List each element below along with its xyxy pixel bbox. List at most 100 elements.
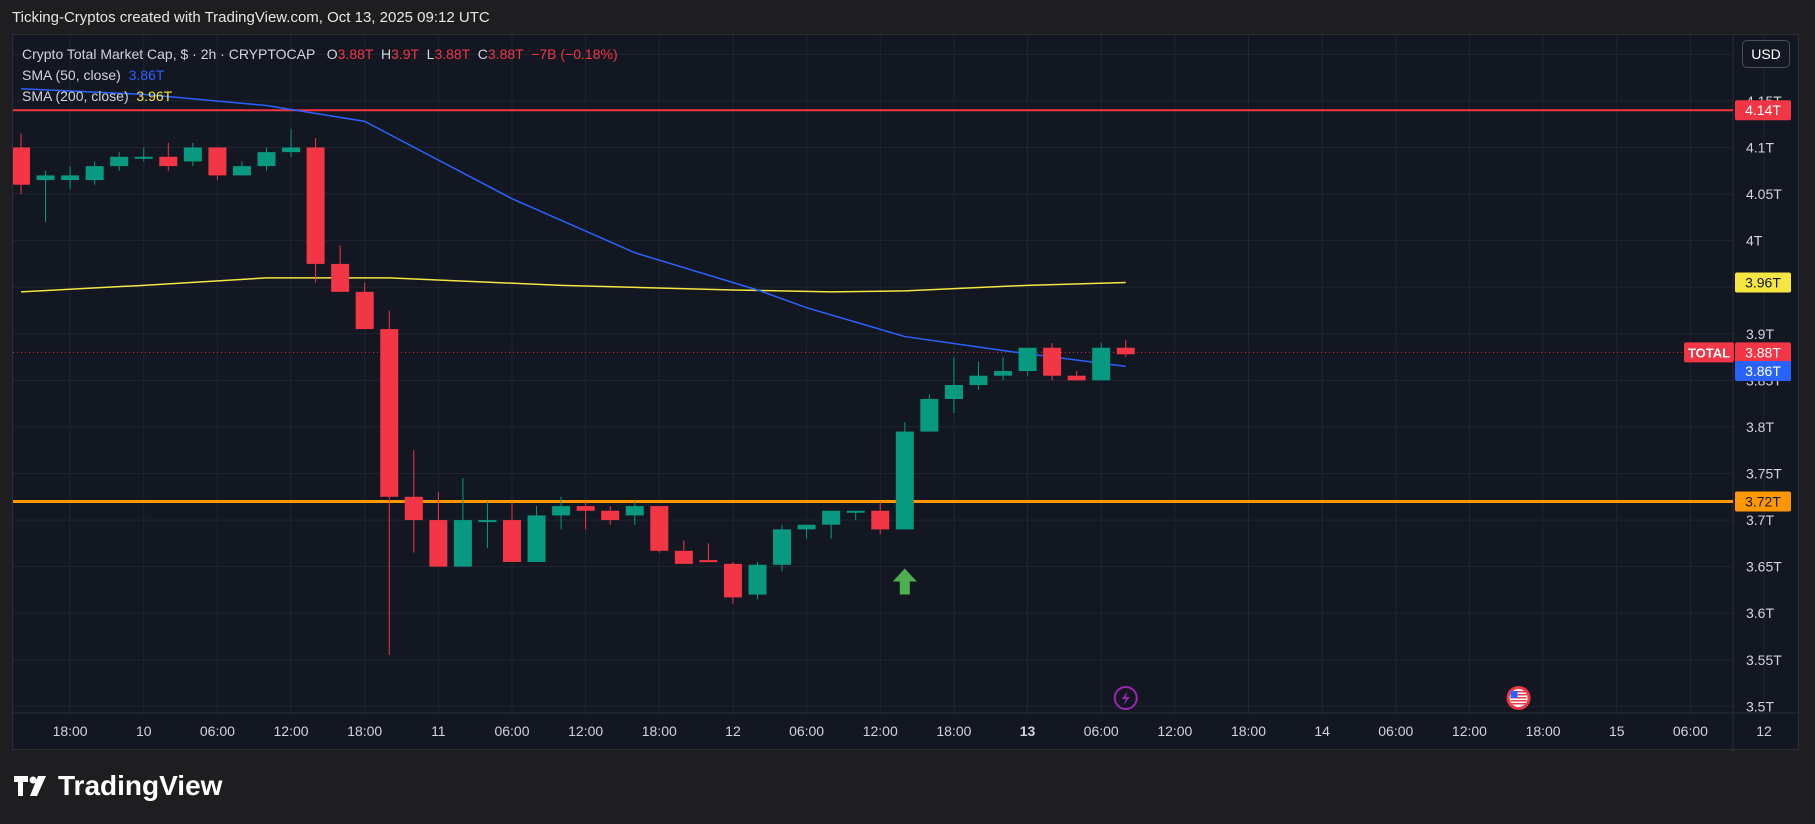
candle-body[interactable]: [478, 520, 497, 523]
change-value: −7B (−0.18%): [531, 46, 618, 62]
flag-canton: [1510, 691, 1518, 698]
y-tick-label: 3.5T: [1746, 698, 1774, 714]
x-tick-label: 12:00: [863, 723, 898, 739]
x-tick-label: 14: [1314, 723, 1330, 739]
candle-body[interactable]: [576, 506, 595, 511]
candle-body[interactable]: [822, 510, 841, 525]
candle-body[interactable]: [895, 431, 914, 530]
open-value: 3.88T: [337, 46, 374, 62]
x-tick-label: 06:00: [1673, 723, 1708, 739]
candle-body[interactable]: [773, 529, 792, 565]
sma200-label: SMA (200, close): [22, 88, 129, 104]
price-axis-label: [1735, 491, 1791, 512]
candle-body[interactable]: [797, 524, 816, 530]
flag-stripe: [1510, 694, 1527, 696]
x-tick-label: 12:00: [274, 723, 309, 739]
symbol-ohlc-row: Crypto Total Market Cap, $ · 2h · CRYPTO…: [22, 44, 618, 65]
y-tick-label: 3.8T: [1746, 419, 1774, 435]
candle-body[interactable]: [380, 329, 399, 497]
candle-body[interactable]: [61, 175, 80, 181]
candle-body[interactable]: [723, 563, 742, 598]
symbol-title[interactable]: Crypto Total Market Cap, $ · 2h · CRYPTO…: [22, 46, 316, 62]
candle-body[interactable]: [159, 156, 178, 167]
flag-stripe: [1510, 697, 1527, 699]
sma200-line[interactable]: [20, 277, 1126, 293]
candle-body[interactable]: [920, 398, 939, 432]
chart-legend: Crypto Total Market Cap, $ · 2h · CRYPTO…: [22, 44, 618, 107]
candle-body[interactable]: [625, 506, 644, 516]
candle-body[interactable]: [232, 166, 251, 176]
candle-body[interactable]: [650, 506, 669, 551]
y-tick-label: 3.55T: [1746, 652, 1782, 668]
sma50-label: SMA (50, close): [22, 67, 121, 83]
tradingview-logo-icon: [14, 776, 50, 796]
sma200-legend-row[interactable]: SMA (200, close) 3.96T: [22, 86, 618, 107]
x-tick-label: 12:00: [1452, 723, 1487, 739]
candle-body[interactable]: [969, 375, 988, 385]
candle-body[interactable]: [552, 506, 571, 516]
x-tick-label: 18:00: [1231, 723, 1266, 739]
candle-body[interactable]: [1043, 347, 1062, 376]
candle-body[interactable]: [453, 520, 472, 567]
tradingview-logo[interactable]: TradingView: [14, 770, 222, 802]
low-value: 3.88T: [434, 46, 470, 62]
candle-body[interactable]: [306, 147, 325, 264]
candle-body[interactable]: [601, 510, 620, 521]
sma50-legend-row[interactable]: SMA (50, close) 3.86T: [22, 65, 618, 86]
candle-body[interactable]: [1018, 347, 1037, 372]
currency-button[interactable]: USD: [1742, 40, 1790, 68]
x-tick-label: 06:00: [1378, 723, 1413, 739]
y-tick-label: 3.75T: [1746, 465, 1782, 481]
candle-body[interactable]: [944, 385, 963, 399]
flag-stripe: [1510, 700, 1527, 702]
candle-body[interactable]: [503, 520, 521, 562]
candle-body[interactable]: [846, 510, 865, 513]
candle-body[interactable]: [1067, 375, 1086, 381]
x-tick-label: 06:00: [1084, 723, 1119, 739]
candle-body[interactable]: [1116, 347, 1135, 355]
candle-body[interactable]: [674, 550, 693, 564]
candle-body[interactable]: [134, 156, 153, 159]
candlestick-chart[interactable]: 4.2T4.15T4.1T4.05T4T3.95T3.9T3.85T3.8T3.…: [13, 35, 1800, 751]
candle-body[interactable]: [282, 147, 301, 153]
y-tick-label: 3.6T: [1746, 605, 1774, 621]
chart-panel[interactable]: 4.2T4.15T4.1T4.05T4T3.95T3.9T3.85T3.8T3.…: [12, 34, 1800, 751]
candle-body[interactable]: [994, 371, 1012, 376]
x-tick-label: 18:00: [1526, 723, 1561, 739]
x-tick-label: 12: [1756, 723, 1772, 739]
candle-body[interactable]: [1092, 347, 1111, 381]
open-label: O: [326, 46, 338, 62]
price-axis-label: [1735, 100, 1791, 121]
up-arrow-annotation: [892, 568, 917, 595]
candle-body[interactable]: [527, 515, 546, 562]
chart-attribution: Ticking-Cryptos created with TradingView…: [12, 9, 490, 26]
candle-body[interactable]: [257, 152, 276, 167]
high-label: H: [380, 46, 392, 62]
price-axis-label-text: 3.86T: [1745, 363, 1781, 379]
sma200-value: 3.96T: [136, 88, 173, 104]
x-tick-label: 06:00: [494, 723, 529, 739]
tradingview-wordmark: TradingView: [58, 770, 223, 801]
candle-body[interactable]: [404, 496, 423, 521]
total-tag-label: TOTAL: [1688, 345, 1730, 360]
candle-body[interactable]: [13, 147, 30, 185]
price-axis-label-text: 3.96T: [1745, 275, 1781, 291]
candle-body[interactable]: [208, 147, 227, 176]
x-tick-label: 11: [431, 723, 446, 739]
candle-body[interactable]: [331, 263, 350, 292]
x-tick-label: 12:00: [568, 723, 603, 739]
candle-body[interactable]: [429, 520, 448, 567]
candle-body[interactable]: [36, 175, 55, 181]
x-tick-label: 12: [725, 723, 741, 739]
candle-body[interactable]: [748, 564, 767, 595]
candle-body[interactable]: [85, 166, 104, 181]
x-tick-label: 18:00: [53, 723, 88, 739]
x-tick-label: 06:00: [200, 723, 235, 739]
sma50-line[interactable]: [20, 88, 1126, 368]
candle-body[interactable]: [355, 291, 374, 330]
candle-body[interactable]: [871, 510, 890, 530]
candle-body[interactable]: [699, 560, 718, 563]
candle-body[interactable]: [183, 147, 202, 162]
candle-body[interactable]: [110, 156, 129, 167]
y-tick-label: 4.1T: [1746, 139, 1774, 155]
